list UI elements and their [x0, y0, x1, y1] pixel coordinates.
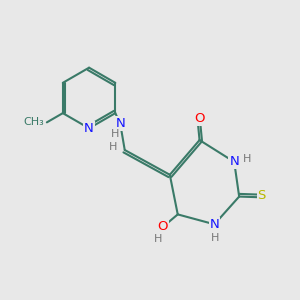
- Text: N: N: [116, 117, 125, 130]
- Text: S: S: [258, 190, 266, 202]
- Text: H: H: [211, 232, 219, 243]
- Text: N: N: [84, 122, 94, 135]
- Text: H: H: [154, 234, 163, 244]
- Text: N: N: [229, 155, 239, 168]
- Text: N: N: [209, 218, 219, 231]
- Text: O: O: [158, 220, 168, 233]
- Text: H: H: [242, 154, 251, 164]
- Text: H: H: [111, 129, 119, 139]
- Text: O: O: [194, 112, 205, 125]
- Text: CH₃: CH₃: [23, 117, 44, 128]
- Text: H: H: [109, 142, 117, 152]
